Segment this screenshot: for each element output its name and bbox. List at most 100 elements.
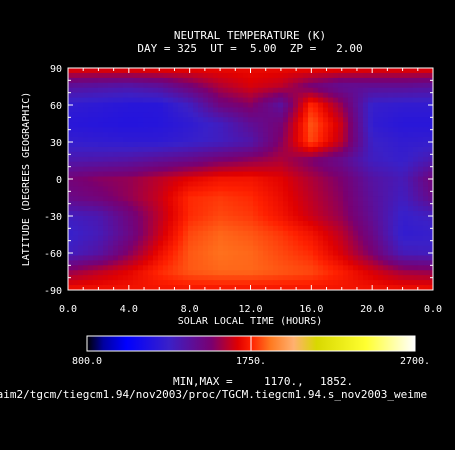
- heatmap-cell: [348, 156, 354, 163]
- heatmap-cell: [408, 245, 414, 252]
- heatmap-cell: [313, 196, 319, 202]
- heatmap-cell: [128, 201, 134, 207]
- heatmap-cell: [133, 68, 139, 74]
- heatmap-cell: [333, 211, 339, 217]
- heatmap-cell: [213, 142, 219, 148]
- heatmap-cell: [273, 211, 279, 217]
- heatmap-cell: [298, 225, 304, 232]
- heatmap-cell: [78, 240, 84, 247]
- heatmap-cell: [198, 161, 204, 168]
- heatmap-cell: [208, 132, 214, 138]
- heatmap-cell: [318, 117, 324, 123]
- heatmap-cell: [218, 117, 224, 123]
- heatmap-cell: [383, 102, 389, 109]
- heatmap-cell: [358, 285, 364, 290]
- heatmap-cell: [208, 161, 214, 168]
- heatmap-cell: [198, 240, 204, 247]
- heatmap-cell: [283, 132, 289, 138]
- heatmap-cell: [123, 220, 129, 227]
- heatmap-cell: [368, 107, 374, 113]
- heatmap-cell: [353, 211, 359, 217]
- heatmap-cell: [113, 82, 119, 89]
- heatmap-cell: [183, 230, 189, 237]
- heatmap-cell: [103, 220, 109, 227]
- heatmap-cell: [413, 285, 419, 290]
- heatmap-cell: [293, 112, 299, 118]
- heatmap-cell: [288, 230, 294, 237]
- heatmap-cell: [258, 142, 264, 148]
- heatmap-cell: [238, 191, 244, 197]
- heatmap-cell: [318, 250, 324, 257]
- heatmap-cell: [203, 235, 209, 242]
- heatmap-cell: [298, 87, 304, 94]
- heatmap-cell: [373, 127, 379, 133]
- heatmap-cell: [268, 191, 274, 197]
- heatmap-cell: [103, 225, 109, 232]
- heatmap-cell: [408, 122, 414, 128]
- heatmap-cell: [268, 82, 274, 89]
- heatmap-cell: [68, 107, 74, 113]
- heatmap-cell: [103, 117, 109, 123]
- heatmap-cell: [193, 240, 199, 247]
- chart-title: NEUTRAL TEMPERATURE (K): [173, 29, 327, 42]
- heatmap-cell: [418, 127, 424, 133]
- heatmap-cell: [93, 280, 99, 286]
- heatmap-cell: [268, 161, 274, 168]
- heatmap-cell: [358, 211, 364, 217]
- heatmap-cell: [153, 225, 159, 232]
- heatmap-cell: [153, 117, 159, 123]
- heatmap-cell: [253, 171, 259, 178]
- heatmap-cell: [403, 92, 409, 99]
- heatmap-cell: [138, 230, 144, 237]
- heatmap-cell: [123, 166, 129, 173]
- heatmap-cell: [233, 137, 239, 143]
- heatmap-cell: [148, 235, 154, 242]
- heatmap-cell: [298, 216, 304, 222]
- heatmap-cell: [303, 97, 309, 104]
- heatmap-cell: [333, 161, 339, 168]
- heatmap-cell: [233, 250, 239, 257]
- heatmap-cell: [323, 97, 329, 104]
- heatmap-cell: [373, 142, 379, 148]
- heatmap-cell: [93, 77, 99, 84]
- heatmap-cell: [378, 137, 384, 143]
- heatmap-cell: [173, 132, 179, 138]
- heatmap-cell: [268, 211, 274, 217]
- heatmap-cell: [263, 265, 269, 271]
- heatmap-cell: [398, 151, 404, 158]
- heatmap-cell: [333, 156, 339, 163]
- heatmap-cell: [183, 72, 189, 79]
- heatmap-cell: [293, 235, 299, 242]
- heatmap-cell: [208, 196, 214, 202]
- heatmap-cell: [393, 186, 399, 192]
- heatmap-cell: [208, 181, 214, 187]
- minmax-label: MIN,MAX =: [173, 375, 233, 388]
- heatmap-cell: [343, 87, 349, 94]
- heatmap-cell: [278, 87, 284, 94]
- heatmap-cell: [348, 112, 354, 118]
- heatmap-cell: [238, 181, 244, 187]
- y-tick-label: 30: [50, 138, 62, 149]
- heatmap-cell: [73, 87, 79, 94]
- heatmap-cell: [248, 122, 254, 128]
- heatmap-cell: [233, 245, 239, 252]
- heatmap-cell: [203, 260, 209, 266]
- heatmap-cell: [428, 245, 433, 252]
- heatmap-cell: [418, 77, 424, 84]
- heatmap-cell: [263, 142, 269, 148]
- heatmap-cell: [118, 220, 124, 227]
- heatmap-cell: [238, 137, 244, 143]
- heatmap-cell: [418, 186, 424, 192]
- heatmap-cell: [123, 117, 129, 123]
- heatmap-cell: [133, 196, 139, 202]
- heatmap-cell: [163, 235, 169, 242]
- heatmap-cell: [143, 216, 149, 222]
- heatmap-cell: [343, 260, 349, 266]
- heatmap-cell: [343, 151, 349, 158]
- heatmap-cell: [248, 107, 254, 113]
- heatmap-cell: [303, 250, 309, 257]
- heatmap-cell: [298, 68, 304, 74]
- heatmap-cell: [128, 68, 134, 74]
- heatmap-cell: [408, 68, 414, 74]
- heatmap-cell: [298, 181, 304, 187]
